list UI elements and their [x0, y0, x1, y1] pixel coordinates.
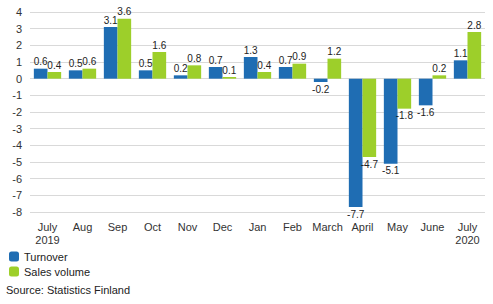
svg-text:3.6: 3.6: [117, 6, 131, 17]
svg-text:Feb: Feb: [283, 221, 302, 233]
svg-text:-5.1: -5.1: [382, 165, 400, 176]
svg-text:1.1: 1.1: [454, 48, 468, 59]
svg-text:-0.2: -0.2: [312, 84, 330, 95]
svg-text:June: June: [421, 221, 445, 233]
svg-text:March: March: [312, 221, 343, 233]
svg-text:0.7: 0.7: [209, 55, 223, 66]
svg-text:3.1: 3.1: [104, 15, 118, 26]
svg-text:Nov: Nov: [178, 221, 198, 233]
svg-text:3: 3: [16, 23, 22, 35]
svg-text:-5: -5: [12, 156, 22, 168]
svg-text:0.6: 0.6: [34, 56, 48, 67]
svg-text:-7: -7: [12, 189, 22, 201]
svg-text:Turnover: Turnover: [24, 251, 68, 263]
svg-text:-6: -6: [12, 173, 22, 185]
svg-text:0.1: 0.1: [222, 65, 236, 76]
svg-text:0: 0: [16, 73, 22, 85]
svg-text:0.9: 0.9: [292, 51, 306, 62]
svg-text:Dec: Dec: [213, 221, 233, 233]
svg-text:-1.6: -1.6: [417, 107, 435, 118]
svg-text:0.5: 0.5: [139, 58, 153, 69]
svg-text:-7.7: -7.7: [347, 209, 365, 220]
svg-text:2020: 2020: [455, 234, 479, 246]
svg-text:-8: -8: [12, 206, 22, 218]
svg-text:1: 1: [16, 56, 22, 68]
svg-text:April: April: [351, 221, 373, 233]
svg-text:Sep: Sep: [108, 221, 128, 233]
svg-text:Aug: Aug: [73, 221, 93, 233]
svg-text:0.4: 0.4: [47, 60, 61, 71]
svg-text:0.4: 0.4: [257, 60, 271, 71]
svg-text:2: 2: [16, 39, 22, 51]
svg-text:0.2: 0.2: [432, 63, 446, 74]
svg-text:-4.7: -4.7: [361, 159, 379, 170]
svg-text:Source: Statistics Finland: Source: Statistics Finland: [6, 284, 130, 296]
svg-text:-1.8: -1.8: [396, 110, 414, 121]
svg-text:0.6: 0.6: [82, 56, 96, 67]
svg-text:0.5: 0.5: [69, 58, 83, 69]
svg-text:1.6: 1.6: [152, 40, 166, 51]
svg-text:-1: -1: [12, 89, 22, 101]
svg-text:-4: -4: [12, 139, 22, 151]
svg-text:Oct: Oct: [144, 221, 161, 233]
svg-text:Jan: Jan: [249, 221, 267, 233]
svg-text:July: July: [38, 221, 58, 233]
svg-text:1.3: 1.3: [244, 45, 258, 56]
svg-text:-3: -3: [12, 123, 22, 135]
svg-text:-2: -2: [12, 106, 22, 118]
svg-text:2.8: 2.8: [467, 20, 481, 31]
svg-text:1.2: 1.2: [327, 46, 341, 57]
svg-text:0.8: 0.8: [187, 53, 201, 64]
svg-text:0.2: 0.2: [174, 63, 188, 74]
svg-text:July: July: [458, 221, 478, 233]
svg-text:0.7: 0.7: [279, 55, 293, 66]
svg-text:Sales volume: Sales volume: [24, 266, 90, 278]
svg-text:2019: 2019: [35, 234, 59, 246]
svg-text:May: May: [387, 221, 408, 233]
svg-text:4: 4: [16, 6, 22, 18]
